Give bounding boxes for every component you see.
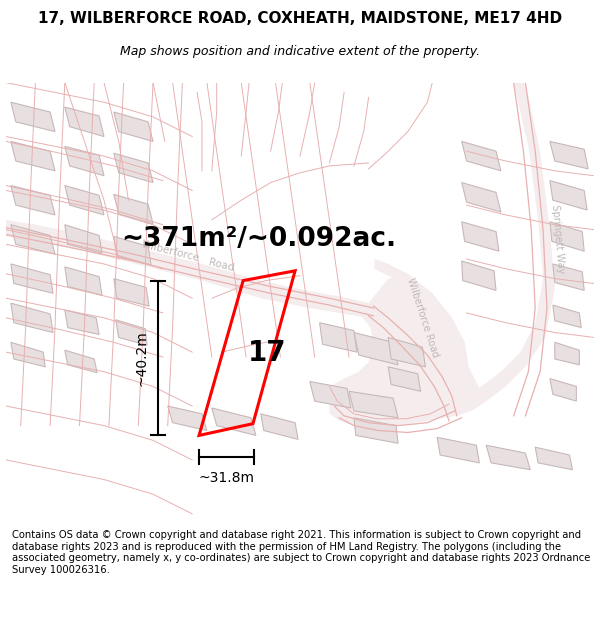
Polygon shape [467,82,555,411]
Text: Road: Road [208,257,235,273]
Polygon shape [11,264,53,293]
Polygon shape [486,445,530,470]
Polygon shape [349,391,398,418]
Polygon shape [437,438,479,463]
Polygon shape [168,406,207,431]
Polygon shape [388,367,421,391]
Text: Wilberforce Road: Wilberforce Road [405,277,440,359]
Text: Wilberforce: Wilberforce [140,239,201,263]
Polygon shape [212,408,256,436]
Polygon shape [320,322,357,352]
Text: ~31.8m: ~31.8m [199,471,254,485]
Polygon shape [550,379,577,401]
Polygon shape [65,350,97,372]
Polygon shape [535,447,572,470]
Polygon shape [462,261,496,291]
Polygon shape [6,220,368,318]
Polygon shape [114,279,149,306]
Text: ~40.2m: ~40.2m [134,330,148,386]
Polygon shape [310,381,351,408]
Polygon shape [65,146,104,176]
Polygon shape [550,181,587,210]
Polygon shape [114,236,151,265]
Polygon shape [462,222,499,251]
Polygon shape [65,186,104,215]
Polygon shape [388,338,425,367]
Polygon shape [65,267,102,295]
Polygon shape [261,414,298,439]
Text: Contains OS data © Crown copyright and database right 2021. This information is : Contains OS data © Crown copyright and d… [12,530,590,575]
Polygon shape [11,342,45,367]
Polygon shape [114,194,153,224]
Polygon shape [11,303,53,332]
Polygon shape [354,332,398,365]
Polygon shape [462,182,501,212]
Polygon shape [65,107,104,136]
Polygon shape [114,112,153,141]
Polygon shape [116,320,147,345]
Text: ~371m²/~0.092ac.: ~371m²/~0.092ac. [122,226,397,253]
Text: Springett Way: Springett Way [550,204,566,274]
Polygon shape [11,141,55,171]
Polygon shape [65,225,102,253]
Polygon shape [374,259,469,401]
Polygon shape [11,102,55,132]
Polygon shape [11,225,55,254]
Polygon shape [550,222,584,251]
Polygon shape [462,141,501,171]
Polygon shape [114,153,153,182]
Polygon shape [11,186,55,215]
Text: 17: 17 [248,339,286,367]
Polygon shape [354,418,398,443]
Polygon shape [555,342,580,365]
Polygon shape [553,305,581,328]
Polygon shape [65,310,99,334]
Text: 17, WILBERFORCE ROAD, COXHEATH, MAIDSTONE, ME17 4HD: 17, WILBERFORCE ROAD, COXHEATH, MAIDSTON… [38,11,562,26]
Polygon shape [329,274,486,428]
Polygon shape [550,141,588,169]
Text: Map shows position and indicative extent of the property.: Map shows position and indicative extent… [120,45,480,58]
Polygon shape [553,264,584,291]
